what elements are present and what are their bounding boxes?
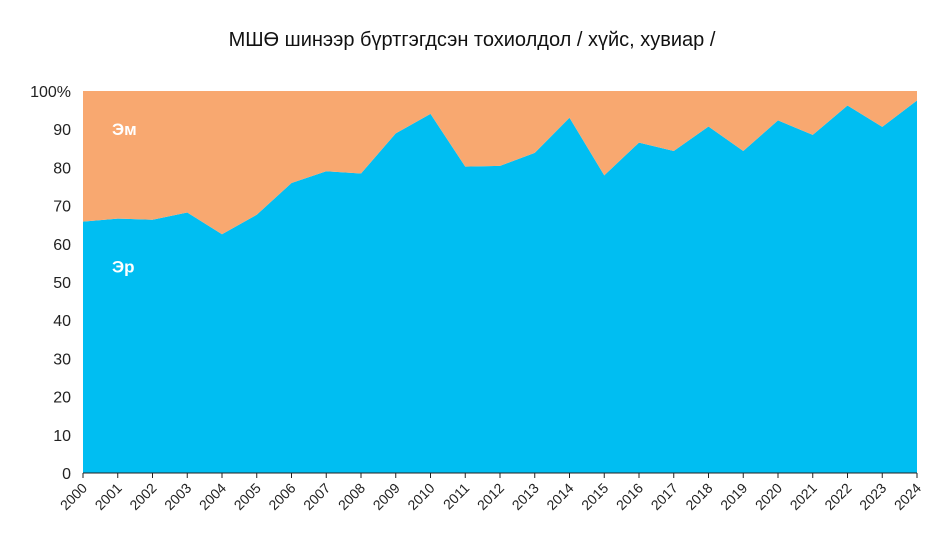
y-tick-label: 80 — [53, 160, 71, 177]
y-tick-label: 20 — [53, 390, 71, 407]
x-tick-label: 2020 — [752, 480, 785, 513]
series-label-1: Эм — [112, 120, 137, 139]
series-label-0: Эр — [112, 258, 134, 277]
y-tick-label: 90 — [53, 122, 71, 139]
plot-areas — [83, 91, 917, 474]
area-series-1 — [83, 91, 917, 235]
x-tick-label: 2008 — [335, 480, 368, 513]
x-tick-label: 2012 — [474, 480, 507, 513]
x-tick-label: 2001 — [92, 480, 125, 513]
y-tick-label: 10 — [53, 428, 71, 445]
x-tick-label: 2003 — [161, 480, 194, 513]
x-tick-label: 2007 — [300, 480, 333, 513]
x-tick-label: 2014 — [543, 480, 576, 513]
x-tick-label: 2023 — [856, 480, 889, 513]
y-tick-label: 40 — [53, 313, 71, 330]
x-tick-label: 2016 — [613, 480, 646, 513]
x-tick-label: 2004 — [196, 480, 229, 513]
series-labels: Эр Эм — [112, 120, 137, 277]
y-tick-label: 30 — [53, 351, 71, 368]
x-tick-label: 2017 — [648, 480, 681, 513]
x-tick-label: 2019 — [717, 480, 750, 513]
x-tick-label: 2005 — [231, 480, 264, 513]
x-tick-label: 2010 — [404, 480, 437, 513]
x-tick-label: 2006 — [265, 480, 298, 513]
y-tick-label: 50 — [53, 275, 71, 292]
area-series-0 — [83, 100, 917, 474]
y-tick-label: 100% — [30, 84, 71, 101]
x-tick-label: 2000 — [57, 480, 90, 513]
x-tick-label: 2013 — [509, 480, 542, 513]
x-tick-label: 2022 — [821, 480, 854, 513]
y-tick-label: 0 — [62, 466, 71, 483]
x-tick-label: 2024 — [891, 480, 924, 513]
x-tick-label: 2011 — [440, 480, 473, 513]
x-axis: 2000 2001 2002 2003 2004 2005 2006 2007 2008 2009… — [57, 472, 924, 513]
y-tick-label: 60 — [53, 237, 71, 254]
y-axis: 0 10 20 30 40 50 60 70 80 90 100% — [30, 84, 71, 483]
chart-title: МШӨ шинээр бүртгэгдсэн тохиолдол / хүйс,… — [229, 29, 716, 51]
x-tick-label: 2018 — [682, 480, 715, 513]
x-tick-label: 2009 — [370, 480, 403, 513]
y-tick-label: 70 — [53, 199, 71, 216]
x-tick-label: 2002 — [126, 480, 159, 513]
x-tick-label: 2015 — [578, 480, 611, 513]
x-tick-label: 2021 — [787, 480, 820, 513]
